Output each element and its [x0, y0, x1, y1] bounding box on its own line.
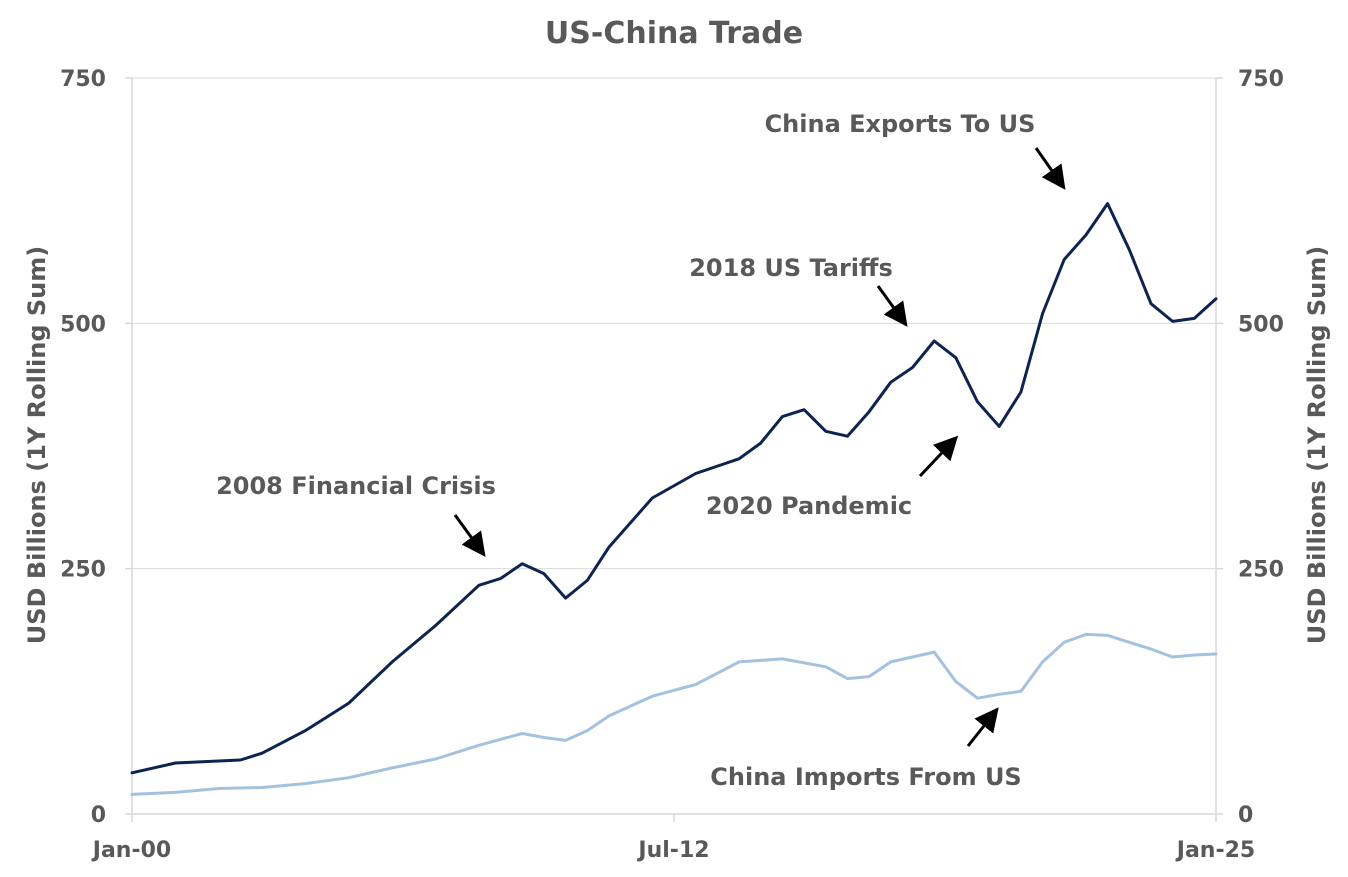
series-exports-line: [130, 202, 1218, 775]
y-tick-label-right: 250: [1238, 558, 1284, 583]
annotation-tariffs: 2018 US Tariffs: [689, 254, 893, 282]
y-tick-label-left: 250: [60, 558, 106, 583]
annotation-imports: China Imports From US: [710, 763, 1021, 791]
arrow-financial-crisis: [453, 514, 486, 557]
x-axis-ticks: Jan-00 Jul-12 Jan-25: [91, 838, 1255, 863]
x-tick-label: Jan-00: [91, 838, 171, 863]
arrow-tariffs: [876, 285, 908, 327]
y-axis-right-label: USD Billions (1Y Rolling Sum): [1303, 246, 1331, 644]
x-tick-label: Jan-25: [1175, 838, 1255, 863]
x-tick-label: Jul-12: [636, 838, 709, 863]
y-axis-left-label: USD Billions (1Y Rolling Sum): [23, 246, 51, 644]
y-tick-label-right: 500: [1238, 312, 1284, 337]
axes: [125, 77, 1223, 822]
y-axis-left-ticks: 0 250 500 750: [60, 67, 106, 828]
series-lines: [130, 202, 1218, 796]
y-tick-label-left: 0: [91, 803, 106, 828]
annotation-financial-crisis: 2008 Financial Crisis: [216, 472, 496, 500]
y-tick-label-right: 0: [1238, 803, 1253, 828]
gridlines: [132, 77, 1216, 570]
arrow-exports: [1034, 147, 1066, 190]
arrow-imports: [966, 707, 999, 747]
series-imports-line: [130, 632, 1218, 796]
arrow-pandemic: [918, 435, 959, 478]
chart-title: US-China Trade: [545, 16, 803, 51]
y-axis-right-ticks: 0 250 500 750: [1238, 67, 1284, 828]
annotation-exports: China Exports To US: [765, 110, 1036, 138]
y-tick-label-right: 750: [1238, 67, 1284, 92]
annotations: China Exports To US 2018 US Tariffs 2008…: [216, 110, 1066, 791]
y-tick-label-left: 750: [60, 67, 106, 92]
annotation-pandemic: 2020 Pandemic: [706, 492, 912, 520]
y-tick-label-left: 500: [60, 312, 106, 337]
